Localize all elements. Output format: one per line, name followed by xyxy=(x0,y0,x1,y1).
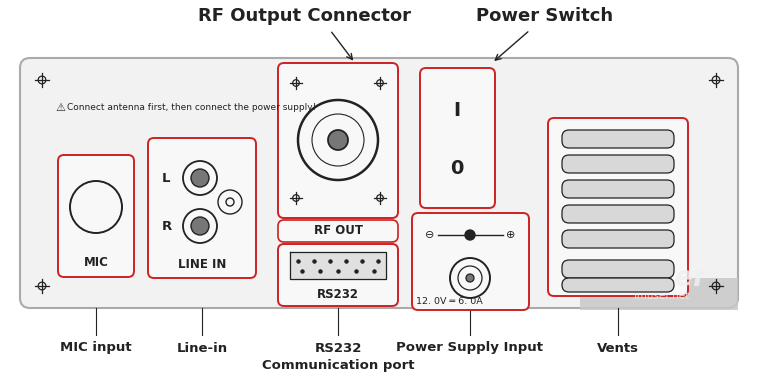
FancyBboxPatch shape xyxy=(562,155,674,173)
Text: Power Supply Input: Power Supply Input xyxy=(397,342,543,354)
Text: Connect antenna first, then connect the power supply!: Connect antenna first, then connect the … xyxy=(67,103,316,112)
Text: RF OUT: RF OUT xyxy=(313,225,363,237)
Text: R: R xyxy=(162,220,173,232)
FancyBboxPatch shape xyxy=(548,118,688,296)
Text: 12. 0V ═ 6. 0A: 12. 0V ═ 6. 0A xyxy=(416,298,483,306)
FancyBboxPatch shape xyxy=(278,220,398,242)
FancyBboxPatch shape xyxy=(278,63,398,218)
Text: Line-in: Line-in xyxy=(176,342,227,354)
FancyBboxPatch shape xyxy=(562,205,674,223)
FancyBboxPatch shape xyxy=(58,155,134,277)
Circle shape xyxy=(191,169,209,187)
Text: ⊖: ⊖ xyxy=(426,230,435,240)
FancyBboxPatch shape xyxy=(562,278,674,292)
Text: fmuser: fmuser xyxy=(598,264,708,292)
Text: ⊕: ⊕ xyxy=(506,230,516,240)
Text: MIC input: MIC input xyxy=(60,342,131,354)
Text: Communication port: Communication port xyxy=(261,359,414,371)
Text: RS232: RS232 xyxy=(315,342,362,354)
Text: MIC: MIC xyxy=(84,257,109,269)
Text: RS232: RS232 xyxy=(317,288,359,300)
Text: fmuser.net: fmuser.net xyxy=(634,291,690,301)
FancyBboxPatch shape xyxy=(148,138,256,278)
Text: RF Output Connector: RF Output Connector xyxy=(198,7,411,25)
Text: LINE IN: LINE IN xyxy=(178,257,226,271)
Circle shape xyxy=(465,230,475,240)
Text: Vents: Vents xyxy=(597,342,639,354)
Text: Power Switch: Power Switch xyxy=(477,7,613,25)
FancyBboxPatch shape xyxy=(420,68,495,208)
FancyBboxPatch shape xyxy=(562,180,674,198)
Text: ⚠: ⚠ xyxy=(55,103,65,113)
FancyBboxPatch shape xyxy=(562,230,674,248)
Bar xyxy=(580,278,738,310)
Text: 0: 0 xyxy=(451,159,464,178)
FancyBboxPatch shape xyxy=(412,213,529,310)
Circle shape xyxy=(328,130,348,150)
Text: I: I xyxy=(454,100,461,120)
Text: L: L xyxy=(162,171,170,185)
FancyBboxPatch shape xyxy=(562,130,674,148)
FancyBboxPatch shape xyxy=(278,244,398,306)
FancyBboxPatch shape xyxy=(562,260,674,278)
Polygon shape xyxy=(290,252,386,279)
Circle shape xyxy=(191,217,209,235)
FancyBboxPatch shape xyxy=(20,58,738,308)
Circle shape xyxy=(466,274,474,282)
